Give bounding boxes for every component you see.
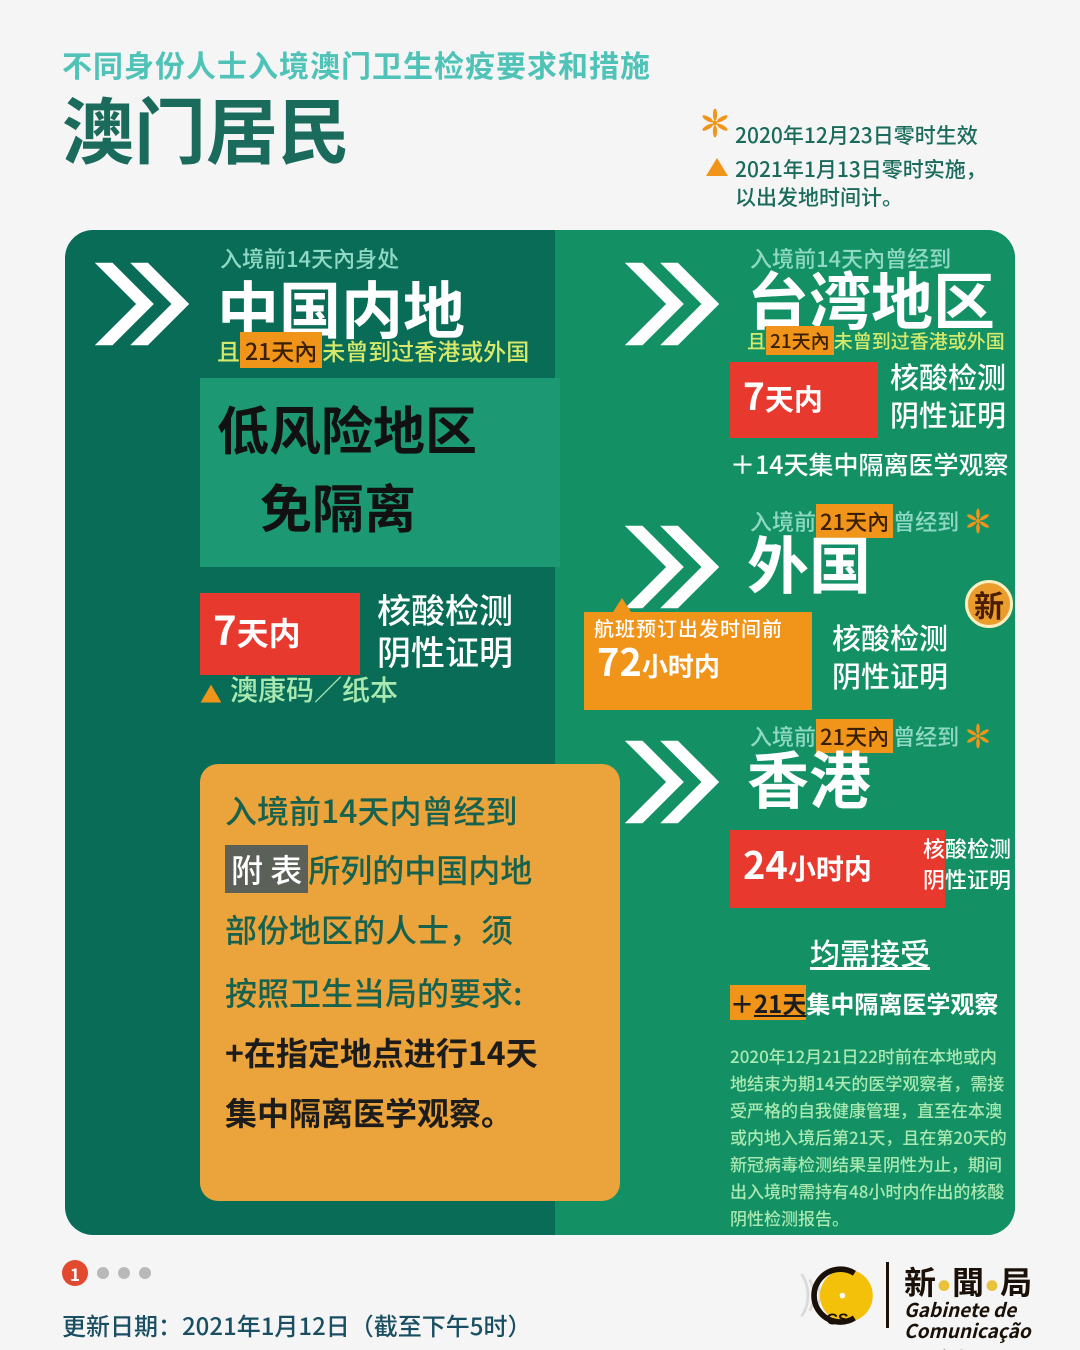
svg-text:CS: CS	[826, 1311, 849, 1328]
